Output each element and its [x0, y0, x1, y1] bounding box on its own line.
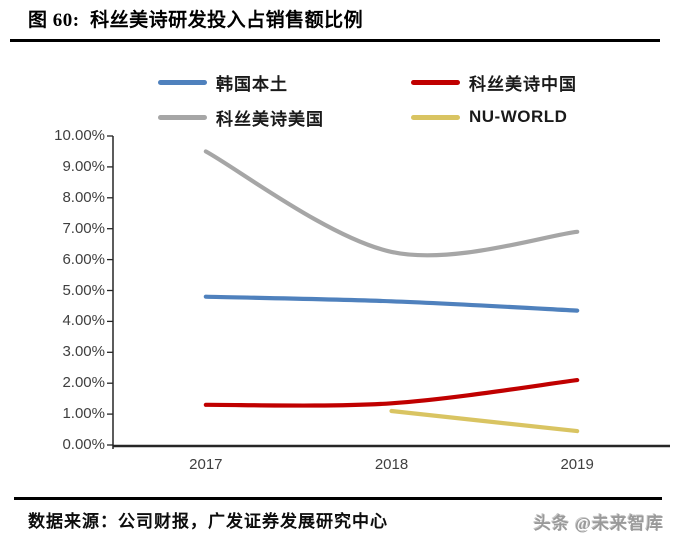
legend-line-icon-nu-world [411, 114, 460, 120]
legend-label-cosmax-us: 科丝美诗美国 [216, 109, 324, 129]
legend-label-korea-domestic: 韩国本土 [216, 74, 288, 94]
figure-title: 图 60: 科丝美诗研发投入占销售额比例 [28, 10, 364, 31]
y-axis-tick-label: 10.00% [54, 127, 105, 144]
y-axis-tick-label: 8.00% [62, 188, 105, 206]
y-axis-tick-label: 7.00% [62, 219, 105, 237]
series-line-nu-world [389, 408, 580, 434]
series-line-cosmax-china [203, 378, 580, 408]
data-source-note: 数据来源：公司财报，广发证券发展研究中心 [28, 512, 388, 531]
series-line-cosmax-us [203, 149, 580, 258]
watermark-text: 头条 @未来智库 [533, 514, 664, 533]
x-axis-tick-label: 2019 [560, 456, 594, 473]
footer-divider [14, 497, 662, 500]
y-axis-tick-label: 9.00% [62, 157, 105, 175]
legend-label-cosmax-china: 科丝美诗中国 [469, 74, 577, 94]
legend-line-icon-cosmax-china [411, 79, 460, 85]
x-axis-tick-label: 2018 [374, 456, 409, 473]
legend-line-icon-cosmax-us [158, 114, 207, 120]
y-axis-tick-label: 4.00% [62, 312, 105, 330]
legend-item-cosmax-us: 科丝美诗美国 [158, 107, 324, 129]
legend-item-nu-world: NU-WORLD [411, 107, 567, 127]
legend-line-icon-korea-domestic [158, 79, 207, 85]
y-axis-tick-label: 1.00% [62, 405, 105, 423]
y-axis-tick-label: 0.00% [62, 436, 105, 453]
y-axis-tick-label: 5.00% [62, 281, 105, 299]
y-axis-tick-label: 3.00% [62, 343, 105, 361]
title-divider [10, 39, 660, 42]
legend-item-korea-domestic: 韩国本土 [158, 72, 288, 94]
y-axis-tick-label: 6.00% [62, 250, 105, 268]
y-axis-tick-label: 2.00% [62, 374, 105, 392]
x-axis-tick-label: 2017 [189, 456, 223, 473]
legend-label-nu-world: NU-WORLD [469, 107, 568, 126]
series-line-korea-domestic [203, 294, 580, 313]
legend-item-cosmax-china: 科丝美诗中国 [411, 72, 577, 94]
